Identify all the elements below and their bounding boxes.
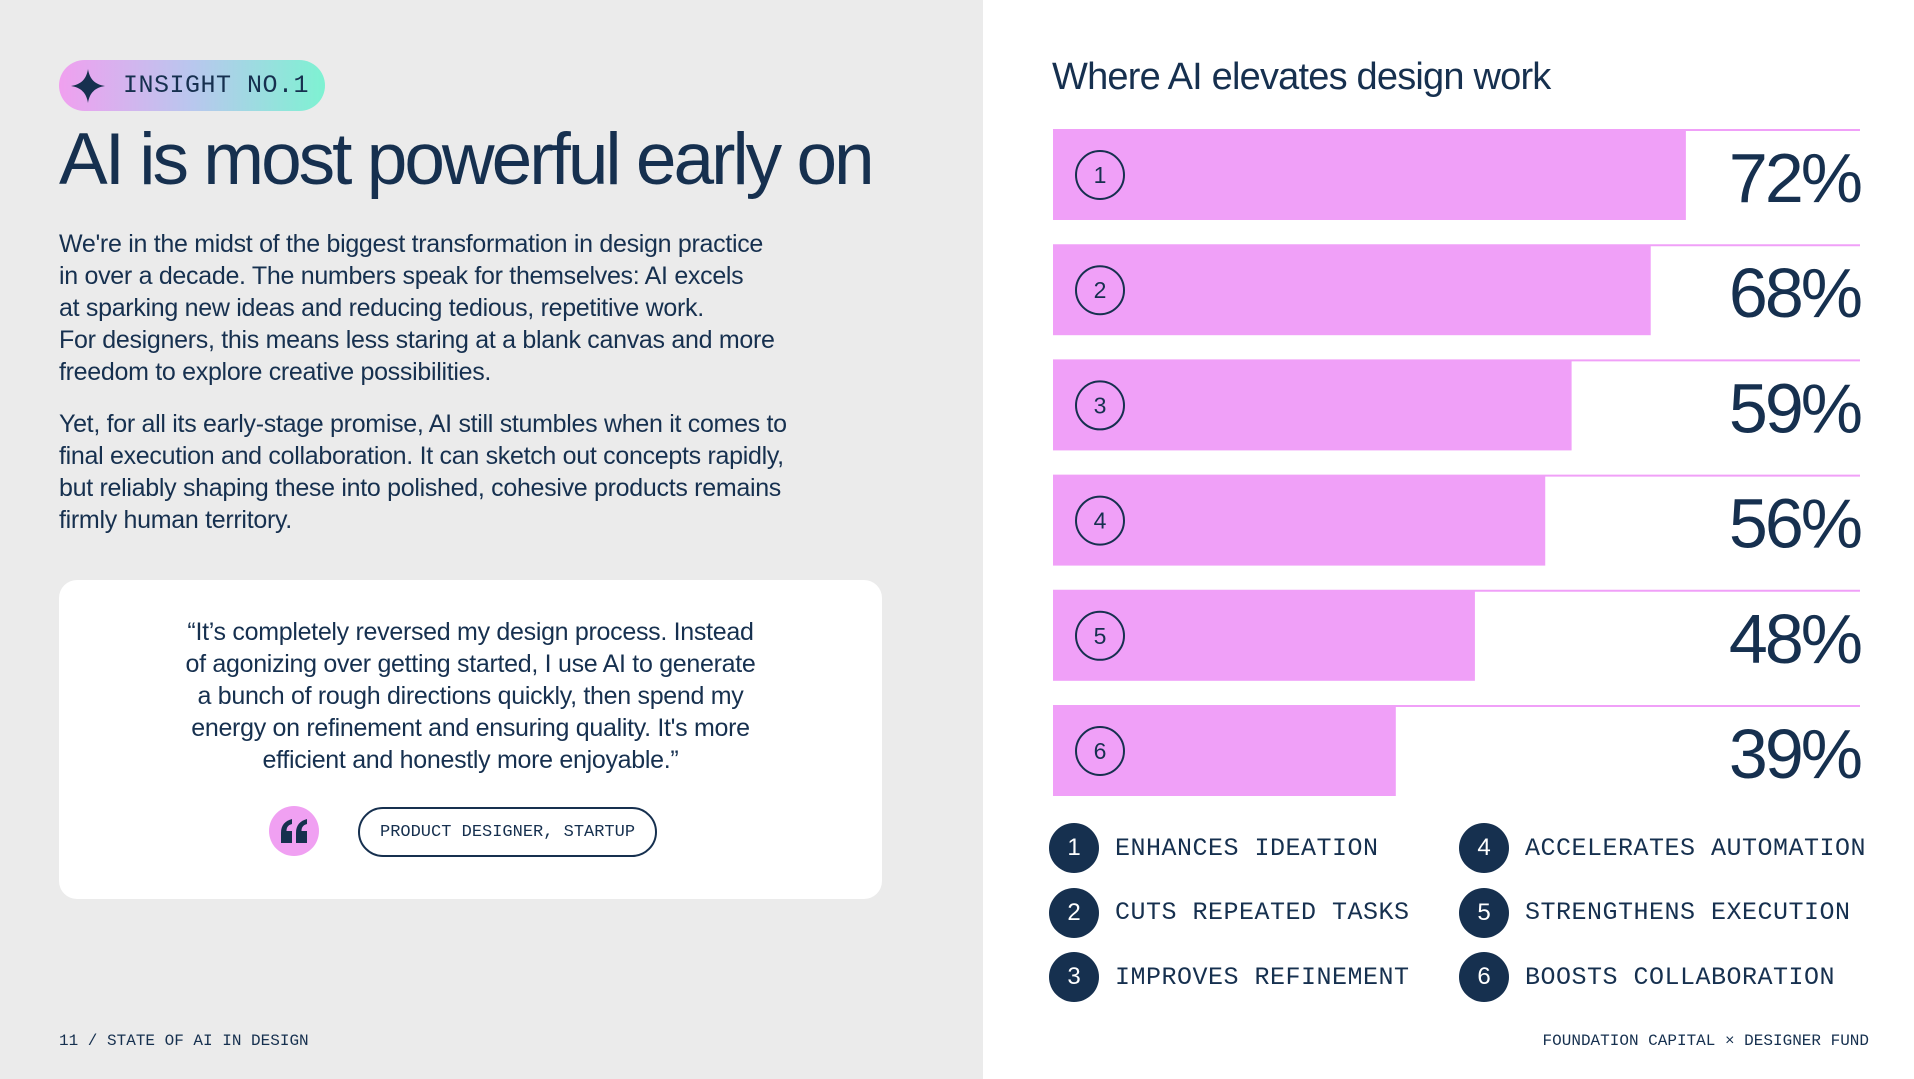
paragraph-line: final execution and collaboration. It ca… (59, 442, 784, 470)
sparkle-icon (71, 68, 105, 103)
bar-4 (1053, 475, 1546, 566)
left-panel (0, 0, 983, 1079)
legend-label: STRENGTHENS EXECUTION (1525, 898, 1851, 927)
legend-item: 1 ENHANCES IDEATION (1049, 822, 1379, 874)
chart-title: Where AI elevates design work (1052, 56, 1551, 98)
quote-line: energy on refinement and ensuring qualit… (191, 714, 750, 742)
footer-page-label: 11 / STATE OF AI IN DESIGN (59, 1032, 309, 1050)
bar-number-circle (1075, 150, 1125, 200)
legend-item: 3 IMPROVES REFINEMENT (1049, 951, 1410, 1003)
paragraph-line: firmly human territory. (59, 506, 292, 534)
legend-number-badge: 6 (1459, 952, 1509, 1002)
bar-number-label: 4 (1094, 508, 1107, 534)
quote-line: efficient and honestly more enjoyable.” (262, 746, 679, 774)
quote-line: “It’s completely reversed my design proc… (187, 618, 754, 646)
quote-text: “It’s completely reversed my design proc… (59, 616, 882, 776)
bar-value-label: 56% (1729, 485, 1861, 563)
legend-number-badge: 2 (1049, 887, 1099, 938)
intro-paragraph: We're in the midst of the biggest transf… (59, 228, 775, 388)
legend-number-badge: 3 (1049, 952, 1099, 1002)
legend-label: ENHANCES IDEATION (1115, 833, 1379, 863)
bar-number-label: 2 (1094, 277, 1107, 303)
legend-item: 2 CUTS REPEATED TASKS (1049, 887, 1410, 939)
legend-label: ACCELERATES AUTOMATION (1525, 833, 1867, 863)
paragraph-line: freedom to explore creative possibilitie… (59, 358, 492, 386)
bar-number-circle (1075, 726, 1125, 776)
quote-line: a bunch of rough directions quickly, the… (197, 682, 744, 710)
paragraph-line: Yet, for all its early-stage promise, AI… (59, 410, 787, 438)
bar-number-label: 1 (1094, 162, 1107, 188)
bar-5 (1053, 590, 1475, 681)
legend-number-badge: 5 (1459, 887, 1509, 938)
attribution-pill: PRODUCT DESIGNER, STARTUP (358, 807, 658, 857)
quote-mark-icon (269, 806, 319, 856)
bar-1 (1053, 130, 1686, 220)
legend-label: BOOSTS COLLABORATION (1525, 962, 1836, 992)
bar-number-label: 3 (1094, 392, 1107, 418)
paragraph-line: in over a decade. The numbers speak for … (59, 262, 744, 290)
bar-number-label: 6 (1094, 738, 1107, 764)
bar-value-label: 59% (1729, 369, 1861, 447)
bar-value-label: 72% (1729, 139, 1861, 217)
page-title: AI is most powerful early on (59, 119, 875, 200)
legend-number-badge: 1 (1049, 823, 1099, 873)
legend-label: CUTS REPEATED TASKS (1115, 898, 1410, 927)
paragraph-line: We're in the midst of the biggest transf… (59, 230, 764, 258)
quote-line: of agonizing over getting started, I use… (185, 650, 756, 678)
second-paragraph: Yet, for all its early-stage promise, AI… (59, 408, 787, 536)
legend-label: IMPROVES REFINEMENT (1115, 962, 1410, 992)
legend-number-badge: 4 (1459, 823, 1509, 873)
legend-item: 4 ACCELERATES AUTOMATION (1459, 822, 1866, 874)
bar-number-circle (1075, 265, 1125, 316)
bar-6 (1053, 706, 1396, 796)
insight-badge: INSIGHT NO.1 (59, 60, 325, 111)
bar-number-circle (1075, 380, 1125, 431)
bar-number-label: 5 (1094, 623, 1107, 649)
bar-number-circle (1075, 610, 1125, 661)
bar-value-label: 39% (1729, 715, 1861, 793)
bar-value-label: 48% (1729, 600, 1861, 678)
legend-item: 6 BOOSTS COLLABORATION (1459, 951, 1835, 1003)
bar-number-circle (1075, 495, 1125, 546)
paragraph-line: at sparking new ideas and reducing tedio… (59, 294, 704, 322)
insight-badge-label: INSIGHT NO.1 (123, 71, 310, 100)
bar-2 (1053, 245, 1651, 336)
bar-3 (1053, 360, 1572, 451)
paragraph-line: but reliably shaping these into polished… (59, 474, 782, 502)
chart-legend: 1 ENHANCES IDEATION 2 CUTS REPEATED TASKS 3 I… (1049, 822, 1869, 1002)
bar-value-label: 68% (1729, 254, 1861, 332)
legend-item: 5 STRENGTHENS EXECUTION (1459, 887, 1851, 939)
quote-card: “It’s completely reversed my design proc… (59, 580, 882, 899)
paragraph-line: For designers, this means less staring a… (59, 326, 775, 354)
footer-credits: FOUNDATION CAPITAL × DESIGNER FUND (1542, 1032, 1869, 1050)
